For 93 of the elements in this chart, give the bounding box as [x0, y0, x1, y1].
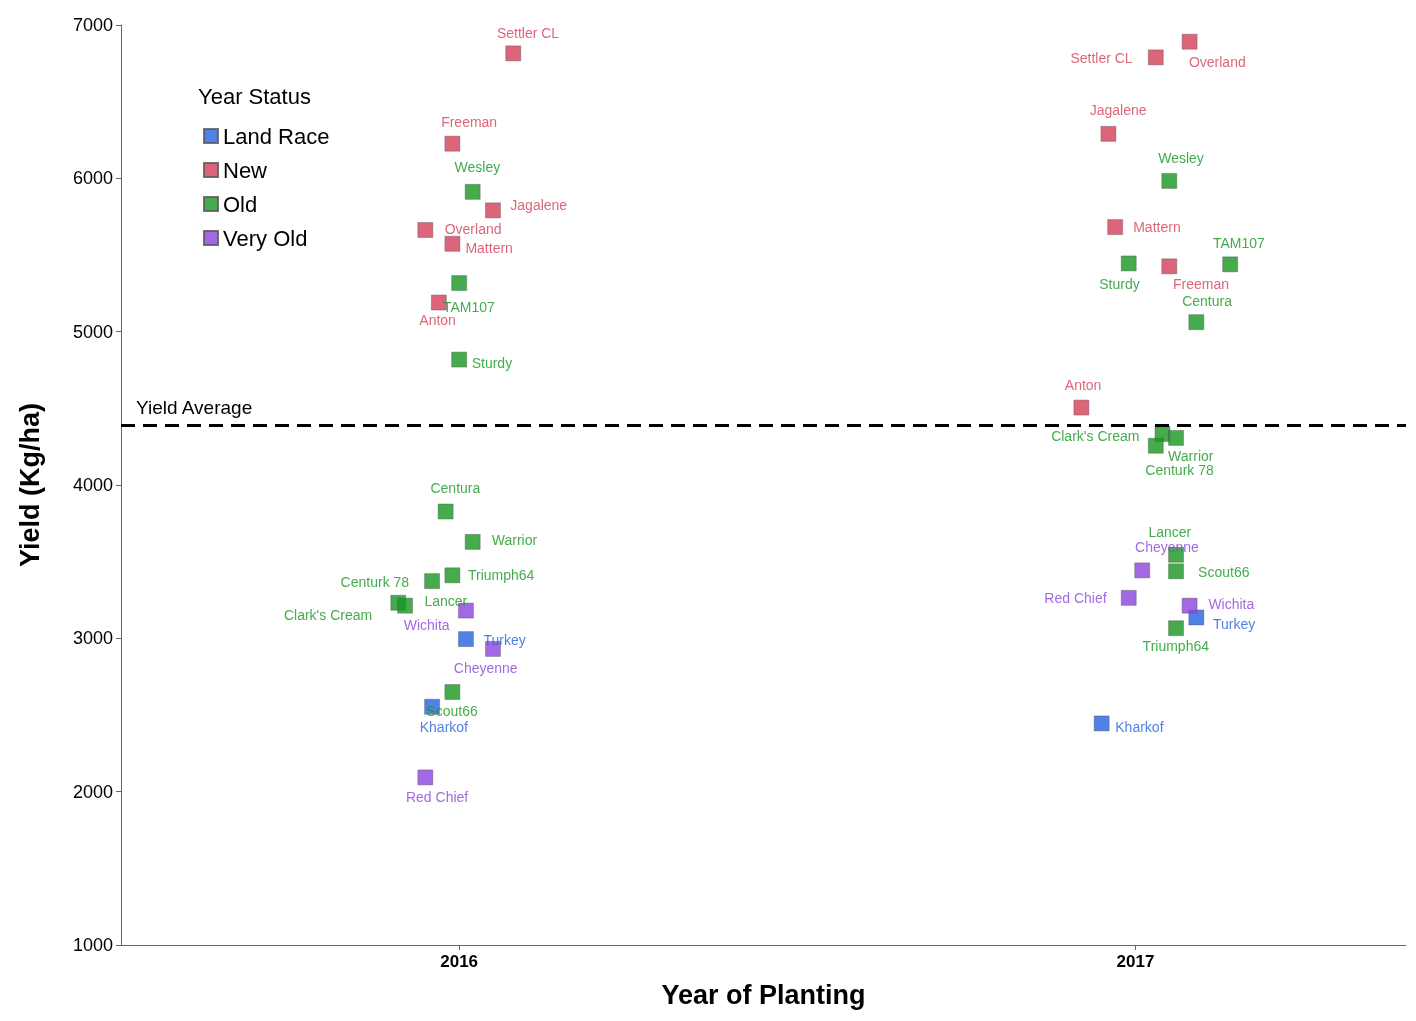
point [1134, 562, 1150, 579]
y-tick-label: 1000 [72, 935, 113, 955]
point [444, 567, 461, 584]
point [417, 769, 434, 786]
data-label: Anton [419, 312, 456, 329]
point [1093, 715, 1110, 732]
y-axis-title: Yield (Kg/ha) [14, 402, 45, 568]
point [1188, 314, 1205, 330]
data-label: Lancer [424, 593, 468, 610]
data-label: Anton [1064, 377, 1102, 394]
point [1100, 126, 1117, 142]
data-label: Settler CL [1070, 50, 1133, 67]
point [505, 45, 522, 62]
point [1120, 255, 1137, 272]
data-label: Turkey [1212, 616, 1256, 633]
x-tick-label: 2017 [1116, 952, 1155, 971]
legend-label: Land Race [223, 123, 330, 149]
data-label: Triumph64 [1142, 637, 1210, 654]
point [485, 202, 501, 219]
data-label: Centura [430, 480, 481, 497]
point [1168, 563, 1184, 580]
point [444, 684, 461, 700]
data-label: Freeman [1173, 276, 1230, 293]
data-label: Scout66 [1198, 564, 1250, 581]
point [1168, 430, 1184, 446]
point [1148, 438, 1164, 454]
data-label: Clark's Cream [1051, 427, 1140, 444]
point [464, 184, 481, 200]
data-label: Wichita [403, 617, 450, 634]
legend-label: New [223, 157, 268, 183]
data-label: Jagalene [510, 197, 568, 214]
ref-line-label: Yield Average [136, 397, 253, 419]
point [1181, 597, 1198, 614]
point [1120, 590, 1137, 606]
data-label: Scout66 [426, 702, 479, 719]
point [1161, 173, 1178, 189]
y-tick-label: 2000 [72, 781, 113, 802]
data-label: TAM107 [1212, 235, 1266, 252]
point [1168, 620, 1184, 636]
point [1148, 49, 1164, 66]
point [464, 534, 481, 550]
point [451, 275, 467, 291]
point [444, 236, 461, 252]
data-label: Wesley [454, 158, 501, 175]
data-label: Overland [1188, 54, 1246, 71]
data-label: Wesley [1158, 149, 1204, 166]
data-label: Sturdy [471, 355, 513, 372]
point [437, 503, 454, 520]
x-tick-label: 2016 [440, 952, 479, 971]
legend-title: Year Status [198, 83, 311, 109]
y-tick-label: 7000 [72, 15, 113, 35]
legend-label: Old [223, 191, 258, 217]
data-label: Red Chief [1044, 589, 1107, 606]
point [458, 631, 474, 647]
y-tick-label: 6000 [72, 168, 113, 189]
data-label: Lancer [1148, 523, 1192, 540]
data-label: Freeman [441, 114, 498, 131]
data-label: Sturdy [1099, 276, 1140, 293]
data-label: Triumph64 [467, 567, 535, 584]
data-label: Warrior [491, 531, 538, 548]
point [1107, 219, 1123, 235]
point [1181, 33, 1198, 50]
point [444, 135, 461, 152]
point [1161, 258, 1178, 275]
legend-label: Very Old [223, 225, 308, 251]
data-label: Cheyenne [1135, 539, 1200, 556]
point [1222, 256, 1238, 273]
data-label: Centurk 78 [340, 573, 410, 590]
data-label: Jagalene [1089, 101, 1147, 118]
data-label: Clark's Cream [283, 606, 373, 623]
point [451, 351, 467, 368]
data-label: Kharkof [419, 719, 469, 736]
data-label: Centura [1182, 292, 1233, 309]
y-tick-label: 4000 [72, 475, 113, 495]
data-label: Warrior [1168, 447, 1214, 464]
data-label: Red Chief [405, 789, 469, 806]
data-label: Mattern [465, 239, 513, 256]
data-label: Centurk 78 [1145, 462, 1214, 479]
x-axis-title: Year of Planting [661, 979, 866, 1010]
data-label: Wichita [1208, 596, 1255, 613]
data-label: Overland [444, 220, 502, 237]
point [417, 222, 434, 238]
data-label: Kharkof [1115, 719, 1164, 736]
data-label: Mattern [1133, 218, 1181, 235]
data-label: TAM107 [442, 298, 496, 315]
data-label: Cheyenne [453, 659, 518, 676]
point [424, 573, 440, 589]
y-tick-label: 3000 [72, 628, 113, 649]
point [1073, 399, 1090, 416]
y-tick-label: 5000 [72, 321, 113, 342]
point [397, 597, 413, 614]
data-label: Turkey [483, 631, 526, 648]
data-label: Settler CL [496, 25, 560, 42]
